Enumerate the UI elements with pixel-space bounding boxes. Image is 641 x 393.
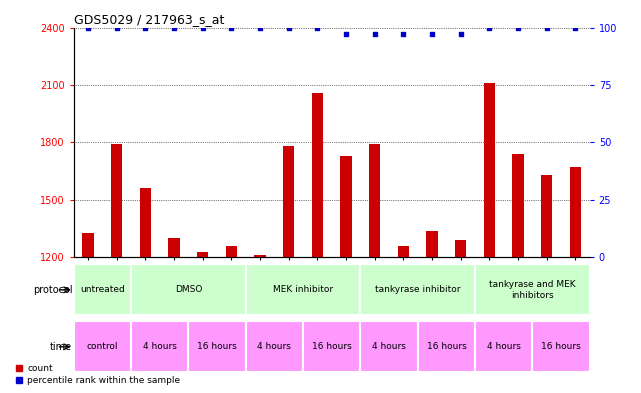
Point [83, 24, 93, 31]
Bar [246, 264, 360, 315]
Text: 16 hours: 16 hours [197, 342, 237, 351]
Bar [397, 246, 409, 257]
Bar [283, 146, 294, 257]
Bar [512, 154, 524, 257]
Point [112, 24, 122, 31]
Point [283, 24, 294, 31]
Bar [312, 93, 323, 257]
Bar [484, 83, 495, 257]
Point [140, 24, 151, 31]
Point [542, 24, 552, 31]
Bar [111, 144, 122, 257]
Bar [197, 252, 208, 257]
Point [255, 24, 265, 31]
Bar [455, 240, 467, 257]
Text: 16 hours: 16 hours [541, 342, 581, 351]
Text: control: control [87, 342, 118, 351]
Bar [340, 156, 352, 257]
Point [370, 31, 380, 38]
Point [427, 31, 437, 38]
Text: 4 hours: 4 hours [487, 342, 520, 351]
Text: 16 hours: 16 hours [426, 342, 466, 351]
Bar [188, 321, 246, 372]
Bar [418, 321, 475, 372]
Text: MEK inhibitor: MEK inhibitor [273, 285, 333, 294]
Text: 4 hours: 4 hours [258, 342, 291, 351]
Text: tankyrase inhibitor: tankyrase inhibitor [375, 285, 460, 294]
Bar [131, 264, 246, 315]
Bar [570, 167, 581, 257]
Text: time: time [50, 342, 72, 352]
Bar [360, 321, 418, 372]
Bar [541, 175, 553, 257]
Bar [426, 231, 438, 257]
Point [513, 24, 523, 31]
Point [197, 24, 208, 31]
Text: tankyrase and MEK
inhibitors: tankyrase and MEK inhibitors [489, 280, 576, 299]
Text: 4 hours: 4 hours [372, 342, 406, 351]
Point [398, 31, 408, 38]
Bar [533, 321, 590, 372]
Bar [82, 233, 94, 257]
Point [456, 31, 466, 38]
Point [226, 24, 237, 31]
Point [169, 24, 179, 31]
Text: protocol: protocol [33, 285, 72, 295]
Bar [254, 255, 266, 257]
Bar [303, 321, 360, 372]
Point [312, 24, 322, 31]
Text: GDS5029 / 217963_s_at: GDS5029 / 217963_s_at [74, 13, 224, 26]
Point [341, 31, 351, 38]
Point [484, 24, 494, 31]
Text: untreated: untreated [80, 285, 125, 294]
Bar [360, 264, 475, 315]
Bar [475, 321, 533, 372]
Legend: count, percentile rank within the sample: count, percentile rank within the sample [11, 360, 184, 389]
Bar [369, 144, 381, 257]
Bar [140, 188, 151, 257]
Text: DMSO: DMSO [175, 285, 202, 294]
Bar [475, 264, 590, 315]
Point [570, 24, 581, 31]
Bar [226, 246, 237, 257]
Bar [169, 238, 179, 257]
Bar [131, 321, 188, 372]
Text: 16 hours: 16 hours [312, 342, 352, 351]
Bar [246, 321, 303, 372]
Bar [74, 264, 131, 315]
Text: 4 hours: 4 hours [143, 342, 177, 351]
Bar [74, 321, 131, 372]
